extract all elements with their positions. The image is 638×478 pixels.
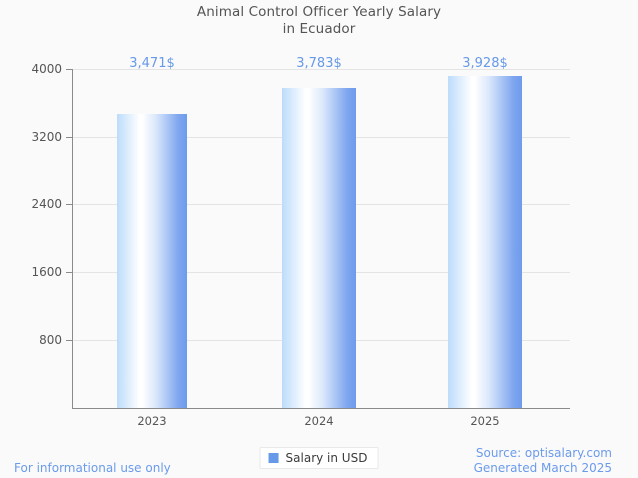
plot-area [72, 69, 570, 408]
y-tick-label-1600: 1600 [31, 265, 62, 279]
y-axis-labels: 4000 3200 2400 1600 800 [0, 0, 62, 478]
chart-legend[interactable]: Salary in USD [259, 447, 379, 469]
y-tick-label-3200: 3200 [31, 130, 62, 144]
y-axis-line [72, 69, 73, 409]
y-tick-label-2400: 2400 [31, 197, 62, 211]
y-tick-label-4000: 4000 [31, 62, 62, 76]
bar-2024[interactable] [282, 88, 356, 408]
chart-title-line-1: Animal Control Officer Yearly Salary [196, 4, 442, 20]
y-tick-label-800: 800 [39, 333, 62, 347]
y-tick-mark-2400 [66, 204, 72, 205]
bar-value-label-2024: 3,783$ [296, 56, 342, 71]
bar-value-label-2023: 3,471$ [129, 56, 175, 71]
footer-generated-date: Generated March 2025 [473, 461, 612, 475]
y-tick-mark-4000 [66, 69, 72, 70]
bar-2025[interactable] [448, 76, 522, 408]
chart-title-line-2: in Ecuador [282, 21, 356, 37]
y-tick-mark-800 [66, 340, 72, 341]
bar-value-label-2025: 3,928$ [462, 56, 508, 71]
footer-source-block: Source: optisalary.com Generated March 2… [474, 446, 612, 476]
y-tick-mark-3200 [66, 137, 72, 138]
x-tick-label-2025: 2025 [470, 414, 500, 428]
footer-disclaimer: For informational use only [14, 461, 171, 475]
chart-title: Animal Control Officer Yearly Salary in … [0, 4, 638, 38]
x-axis-line [72, 408, 570, 409]
x-tick-label-2023: 2023 [137, 414, 167, 428]
x-tick-label-2024: 2024 [304, 414, 334, 428]
legend-label-salary-in-usd: Salary in USD [285, 451, 368, 465]
gridline-4000 [72, 69, 570, 70]
footer-source: Source: optisalary.com [475, 446, 612, 460]
bar-2023[interactable] [117, 114, 187, 408]
legend-swatch-icon [268, 453, 279, 463]
y-tick-mark-1600 [66, 272, 72, 273]
